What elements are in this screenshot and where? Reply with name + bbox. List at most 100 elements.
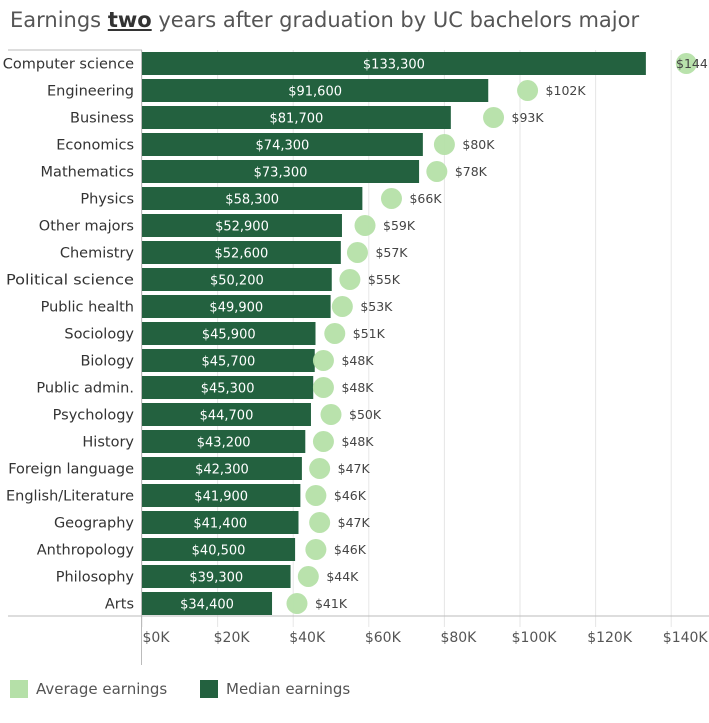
average-dot-label: $48K xyxy=(341,434,374,449)
median-bar xyxy=(142,457,302,480)
category-label: Arts xyxy=(105,597,134,613)
legend-label-average: Average earnings xyxy=(36,680,168,698)
median-bar-label: $42,300 xyxy=(195,463,249,478)
median-bar xyxy=(142,79,489,102)
average-dot-label: $55K xyxy=(368,272,401,287)
average-dot xyxy=(305,485,327,506)
average-dot-label: $78K xyxy=(455,164,488,179)
average-dot-label: $80K xyxy=(462,137,495,152)
average-dot xyxy=(675,53,697,74)
median-bar xyxy=(142,592,273,615)
x-tick-label: $120K xyxy=(587,630,633,646)
category-label: Biology xyxy=(80,354,134,370)
average-dot-label: $44K xyxy=(326,569,359,584)
average-dot-label: $59K xyxy=(383,218,416,233)
median-bar xyxy=(142,241,341,264)
legend-item-median: Median earnings xyxy=(200,680,350,698)
median-bar xyxy=(142,430,306,453)
legend-item-average: Average earnings xyxy=(10,680,167,698)
average-dot xyxy=(297,566,319,587)
category-label: Business xyxy=(70,111,134,127)
x-tick-label: $20K xyxy=(214,630,251,646)
median-bar-label: $45,300 xyxy=(201,382,255,397)
average-dot xyxy=(433,134,455,155)
category-label: Engineering xyxy=(47,84,134,100)
category-label: Public admin. xyxy=(36,381,134,397)
average-dot-label: $41K xyxy=(315,596,348,611)
median-bar-label: $91,600 xyxy=(288,85,342,100)
median-bar-label: $81,700 xyxy=(270,112,324,127)
x-tick-label: $100K xyxy=(512,630,558,646)
median-bar xyxy=(142,187,363,210)
category-label: Mathematics xyxy=(41,165,134,181)
x-tick-label: $40K xyxy=(289,630,326,646)
median-bar-label: $133,300 xyxy=(363,58,425,73)
title-emphasis: two xyxy=(107,8,152,32)
average-dot-label: $47K xyxy=(338,461,371,476)
median-bar-label: $73,300 xyxy=(254,166,308,181)
median-bar-label: $50,200 xyxy=(210,274,264,289)
average-dot-label: $66K xyxy=(409,191,442,206)
median-bar xyxy=(142,349,315,372)
legend-swatch-median xyxy=(200,680,218,698)
average-dot xyxy=(286,593,308,614)
average-dot xyxy=(312,377,334,398)
average-dot xyxy=(346,242,368,263)
average-dot xyxy=(309,512,331,533)
median-bar xyxy=(142,133,423,156)
category-label: Foreign language xyxy=(8,462,134,478)
average-dot-label: $102K xyxy=(546,83,587,98)
median-bar xyxy=(142,295,331,318)
median-bar xyxy=(142,538,296,561)
category-label: English/Literature xyxy=(6,489,134,505)
category-label: Computer science xyxy=(3,57,134,73)
category-label: Other majors xyxy=(39,219,134,235)
median-bar xyxy=(142,268,332,291)
category-label: Physics xyxy=(80,192,134,208)
average-dot-label: $50K xyxy=(349,407,382,422)
median-bar-label: $34,400 xyxy=(180,598,234,613)
median-bar-label: $45,900 xyxy=(202,328,256,343)
average-dot-label: $57K xyxy=(375,245,408,260)
median-bar-label: $43,200 xyxy=(197,436,251,451)
median-bar-label: $41,400 xyxy=(193,517,247,532)
title-suffix: years after graduation by UC bachelors m… xyxy=(151,8,640,32)
category-label: Chemistry xyxy=(60,246,135,262)
median-bar-label: $45,700 xyxy=(201,355,255,370)
median-bar xyxy=(142,565,291,588)
average-dot xyxy=(331,296,353,317)
average-dot-label: $144K xyxy=(676,56,709,71)
average-dot xyxy=(320,404,342,425)
average-dot xyxy=(380,188,402,209)
average-dot xyxy=(305,539,327,560)
average-dot xyxy=(483,107,505,128)
median-bar xyxy=(142,106,451,129)
median-bar-label: $39,300 xyxy=(189,571,243,586)
x-tick-label: $80K xyxy=(440,630,477,646)
median-bar-label: $52,900 xyxy=(215,220,269,235)
average-dot-label: $46K xyxy=(334,542,367,557)
median-bar xyxy=(142,511,299,534)
average-dot-label: $48K xyxy=(341,353,374,368)
x-tick-label: $140K xyxy=(663,630,709,646)
median-bar xyxy=(142,214,342,237)
median-bar xyxy=(142,403,311,426)
median-bar-label: $52,600 xyxy=(215,247,269,262)
median-bar-label: $41,900 xyxy=(194,490,248,505)
x-tick-label: $0K xyxy=(143,630,171,646)
legend-swatch-average xyxy=(10,680,28,698)
x-tick-label: $60K xyxy=(365,630,402,646)
bar-chart: Computer science $133,300 $144K Engineering… xyxy=(3,49,709,665)
median-bar-label: $40,500 xyxy=(192,544,246,559)
average-dot xyxy=(517,80,539,101)
category-label: Political science xyxy=(6,273,134,289)
category-label: Anthropology xyxy=(37,543,135,559)
average-dot-label: $46K xyxy=(334,488,367,503)
median-bar xyxy=(142,322,316,345)
average-dot xyxy=(312,431,334,452)
median-bar xyxy=(142,52,646,75)
average-dot-label: $93K xyxy=(512,110,545,125)
median-bar xyxy=(142,484,301,507)
median-bar-label: $58,300 xyxy=(225,193,279,208)
average-dot xyxy=(339,269,361,290)
